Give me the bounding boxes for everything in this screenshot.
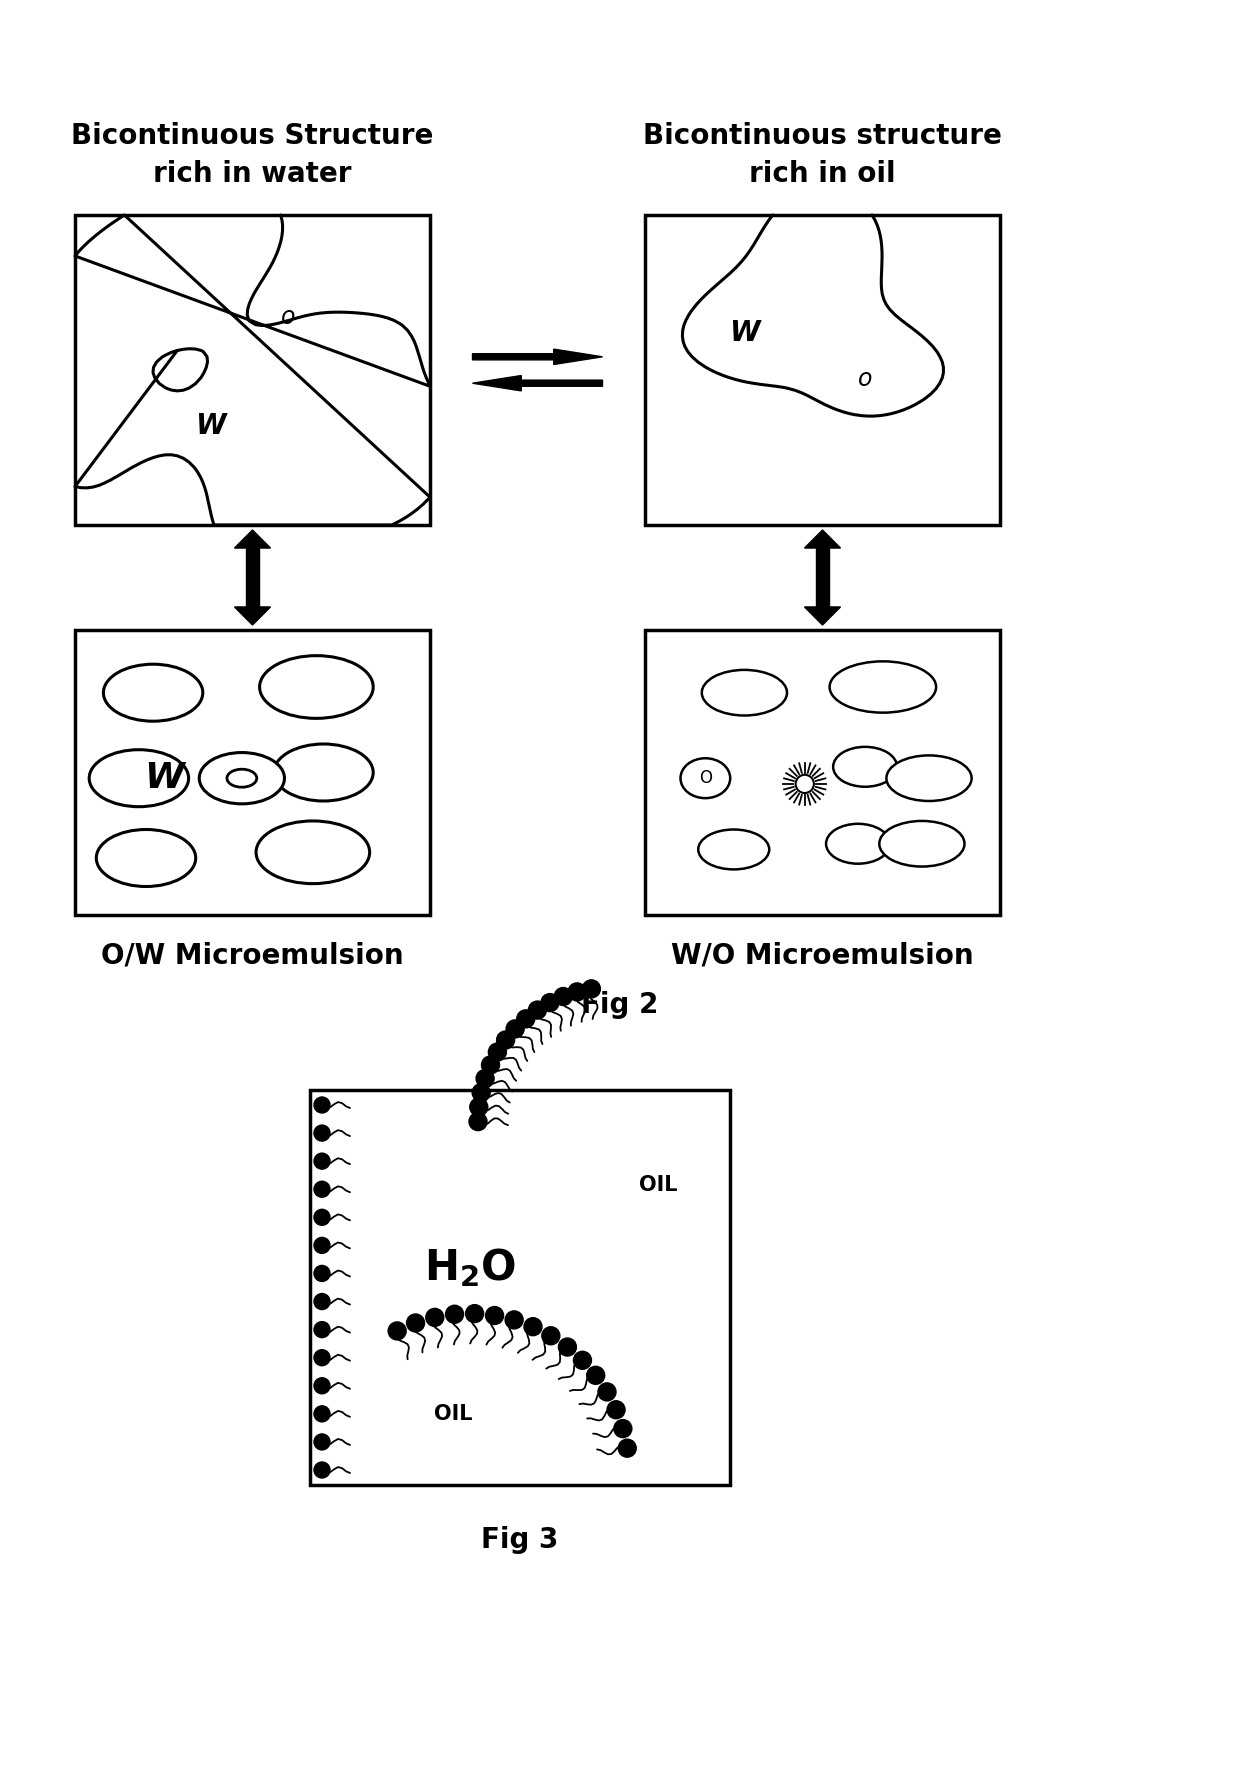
- Circle shape: [542, 1327, 559, 1345]
- Text: W: W: [729, 318, 760, 347]
- Circle shape: [486, 1306, 503, 1324]
- Circle shape: [314, 1154, 330, 1170]
- Circle shape: [314, 1125, 330, 1141]
- Circle shape: [314, 1097, 330, 1113]
- Ellipse shape: [879, 821, 965, 866]
- Ellipse shape: [826, 823, 890, 864]
- Circle shape: [314, 1238, 330, 1254]
- Circle shape: [796, 775, 813, 793]
- Circle shape: [470, 1098, 487, 1116]
- Text: O/W Microemulsion: O/W Microemulsion: [102, 941, 404, 970]
- Ellipse shape: [681, 759, 730, 798]
- Circle shape: [496, 1030, 515, 1048]
- Text: Bicontinuous Structure
rich in water: Bicontinuous Structure rich in water: [72, 122, 434, 188]
- Polygon shape: [472, 376, 603, 390]
- Circle shape: [314, 1293, 330, 1310]
- Ellipse shape: [702, 669, 787, 716]
- Bar: [74, 215, 430, 524]
- Circle shape: [472, 1084, 490, 1102]
- Circle shape: [314, 1406, 330, 1422]
- Ellipse shape: [89, 750, 188, 807]
- Circle shape: [541, 993, 559, 1011]
- Circle shape: [554, 988, 572, 1005]
- Ellipse shape: [698, 830, 769, 869]
- Ellipse shape: [274, 744, 373, 801]
- Text: Fig 2: Fig 2: [582, 991, 658, 1020]
- Circle shape: [465, 1304, 484, 1322]
- Text: W/O Microemulsion: W/O Microemulsion: [671, 941, 973, 970]
- Circle shape: [568, 982, 587, 1000]
- Circle shape: [505, 1311, 523, 1329]
- Polygon shape: [816, 547, 828, 606]
- Ellipse shape: [833, 746, 897, 787]
- Ellipse shape: [97, 830, 196, 887]
- Polygon shape: [234, 606, 270, 624]
- Text: o: o: [280, 306, 295, 329]
- Circle shape: [314, 1322, 330, 1338]
- Polygon shape: [234, 530, 270, 547]
- Text: o: o: [858, 367, 873, 392]
- Circle shape: [314, 1349, 330, 1365]
- Circle shape: [314, 1265, 330, 1281]
- Text: O: O: [699, 769, 712, 787]
- Circle shape: [598, 1383, 616, 1401]
- Text: W: W: [195, 411, 226, 440]
- Text: OIL: OIL: [640, 1175, 678, 1195]
- Circle shape: [608, 1401, 625, 1419]
- Circle shape: [425, 1308, 444, 1326]
- Circle shape: [587, 1367, 605, 1385]
- Bar: [310, 1090, 730, 1485]
- Text: Fig 3: Fig 3: [481, 1526, 559, 1555]
- Circle shape: [445, 1306, 464, 1324]
- Polygon shape: [805, 606, 841, 624]
- Circle shape: [314, 1462, 330, 1478]
- Circle shape: [314, 1181, 330, 1197]
- Circle shape: [573, 1351, 591, 1369]
- Circle shape: [388, 1322, 407, 1340]
- Bar: [74, 630, 430, 914]
- Ellipse shape: [255, 821, 370, 884]
- Text: Bicontinuous structure
rich in oil: Bicontinuous structure rich in oil: [644, 122, 1002, 188]
- Circle shape: [619, 1438, 636, 1458]
- Circle shape: [481, 1056, 500, 1073]
- Circle shape: [314, 1209, 330, 1225]
- Text: W: W: [144, 760, 184, 794]
- Ellipse shape: [887, 755, 972, 801]
- Circle shape: [614, 1420, 632, 1438]
- Text: OIL: OIL: [434, 1404, 472, 1424]
- Circle shape: [469, 1113, 487, 1131]
- Circle shape: [407, 1313, 424, 1333]
- Circle shape: [517, 1009, 534, 1029]
- Ellipse shape: [200, 753, 284, 803]
- Circle shape: [314, 1435, 330, 1449]
- Circle shape: [583, 980, 600, 998]
- Circle shape: [528, 1002, 547, 1020]
- Ellipse shape: [103, 664, 203, 721]
- Circle shape: [489, 1043, 506, 1061]
- Circle shape: [476, 1070, 494, 1088]
- Ellipse shape: [227, 769, 257, 787]
- Polygon shape: [247, 547, 259, 606]
- Polygon shape: [805, 530, 841, 547]
- Text: $\mathbf{H_2O}$: $\mathbf{H_2O}$: [424, 1247, 516, 1290]
- Circle shape: [314, 1378, 330, 1394]
- Circle shape: [558, 1338, 577, 1356]
- Bar: [645, 630, 999, 914]
- Ellipse shape: [830, 662, 936, 712]
- Ellipse shape: [259, 655, 373, 719]
- Circle shape: [525, 1318, 542, 1336]
- Polygon shape: [472, 349, 603, 365]
- Circle shape: [506, 1020, 525, 1038]
- Bar: [645, 215, 999, 524]
